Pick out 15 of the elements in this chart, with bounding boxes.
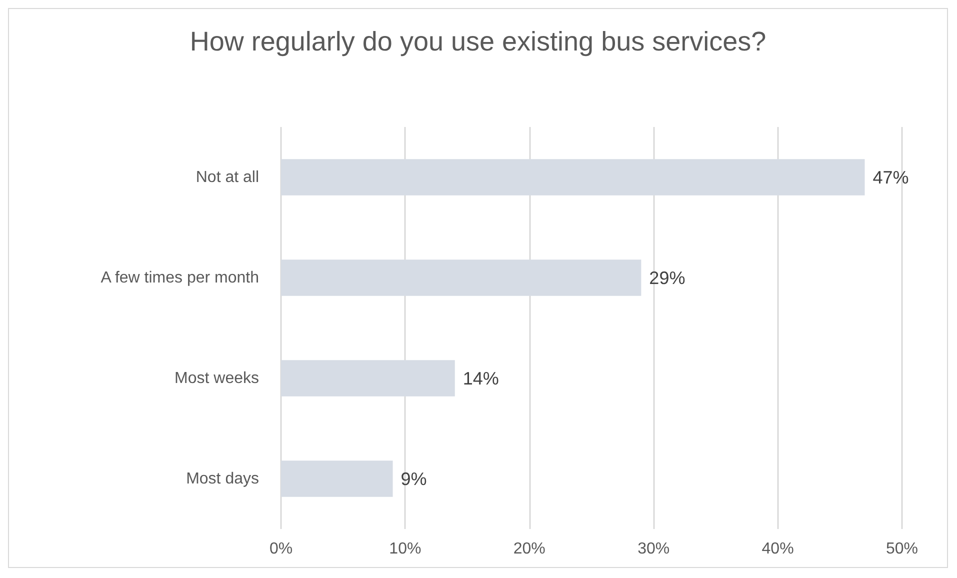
data-label: 47% xyxy=(872,167,909,188)
x-tick-label: 30% xyxy=(638,540,670,558)
data-label: 9% xyxy=(400,468,427,489)
x-tick-label: 40% xyxy=(762,540,794,558)
y-tick-label: Most days xyxy=(186,470,259,488)
x-tick-label: 0% xyxy=(269,540,293,558)
x-tick-label: 10% xyxy=(389,540,422,558)
y-tick-label: Most weeks xyxy=(174,370,259,387)
data-label: 29% xyxy=(649,268,686,288)
x-tick-label: 20% xyxy=(513,540,546,558)
y-tick-label: A few times per month xyxy=(100,269,259,286)
y-tick-label: Not at all xyxy=(196,168,259,186)
data-label: 14% xyxy=(462,368,499,388)
chart-title: How regularly do you use existing bus services? xyxy=(190,26,766,56)
x-tick-label: 50% xyxy=(886,540,918,558)
